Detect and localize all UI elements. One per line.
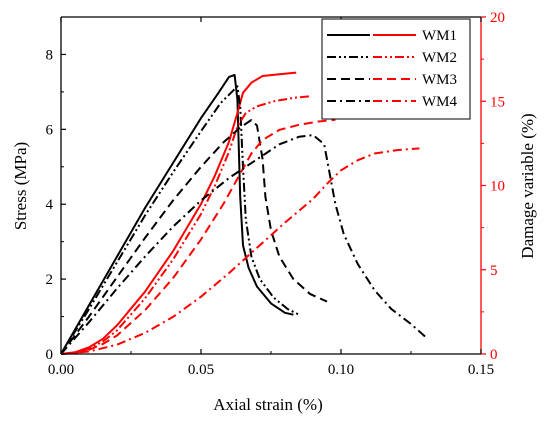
stress-line-wm2 [60, 85, 300, 355]
right-y-tick-label: 0 [490, 347, 498, 363]
x-tick-label: 0.05 [188, 362, 214, 378]
y-tick-label: 4 [46, 197, 54, 213]
x-tick-label: 0.15 [468, 362, 494, 378]
legend: WM1 WM2 WM3 WM4 [321, 18, 471, 120]
right-y-tick-label: 10 [490, 179, 505, 195]
y-tick-label: 8 [46, 47, 54, 63]
damage-line-wm1 [60, 71, 297, 355]
y-tick-label: 2 [46, 272, 54, 288]
series-layer [60, 71, 429, 355]
y-tick-label: 0 [46, 347, 54, 363]
y-tick-label: 6 [46, 122, 54, 138]
legend-label: WM1 [422, 28, 457, 44]
right-y-tick-label: 15 [490, 94, 505, 110]
x-axis-label: Axial strain (%) [213, 395, 323, 414]
damage-line-wm2 [60, 95, 311, 355]
x-tick-label: 0.10 [328, 362, 354, 378]
y-axis-label: Stress (MPa) [11, 142, 30, 230]
legend-label: WM3 [422, 72, 457, 88]
right-y-tick-label: 5 [490, 263, 498, 279]
damage-line-wm4 [60, 147, 420, 355]
right-y-axis-label: Damage variable (%) [518, 113, 537, 258]
legend-label: WM2 [422, 50, 457, 66]
legend-label: WM4 [422, 94, 457, 110]
stress-line-wm4 [60, 134, 429, 355]
right-y-tick-label: 20 [490, 10, 505, 26]
stress-line-wm3 [60, 119, 328, 355]
stress-line-wm1 [60, 74, 294, 355]
x-tick-label: 0.00 [48, 362, 74, 378]
damage-line-wm3 [60, 118, 336, 355]
